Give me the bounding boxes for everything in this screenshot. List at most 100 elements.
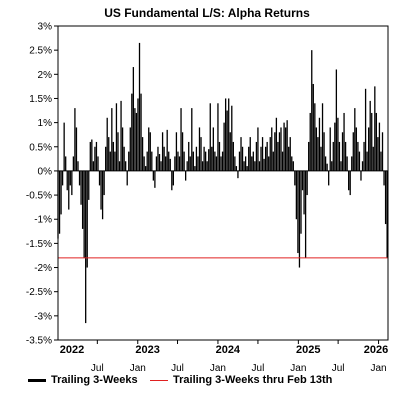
bar — [340, 161, 342, 171]
bar — [360, 170, 362, 181]
bar — [318, 117, 321, 171]
bar — [384, 170, 387, 225]
bar — [380, 151, 382, 171]
bar — [229, 132, 231, 171]
bar — [163, 146, 165, 171]
bar — [224, 98, 227, 171]
bar — [98, 170, 101, 186]
bar — [286, 120, 288, 171]
bar — [246, 166, 248, 171]
bar — [132, 67, 135, 171]
bar — [146, 151, 148, 171]
bar — [206, 161, 208, 171]
bar — [331, 161, 333, 171]
x-tick-label: Jul — [91, 363, 104, 374]
bar — [337, 117, 339, 171]
bar — [372, 146, 374, 171]
bar — [128, 151, 130, 171]
y-tick-label: 1% — [38, 118, 53, 129]
bar — [375, 112, 378, 171]
bar — [75, 127, 78, 171]
bar — [263, 158, 265, 171]
bar — [78, 170, 81, 186]
bar — [83, 170, 85, 258]
bar — [192, 151, 194, 171]
bar — [141, 137, 144, 171]
legend-item-trailing-3-weeks: Trailing 3-Weeks — [28, 374, 138, 386]
bar — [60, 170, 62, 215]
bar — [355, 127, 358, 171]
bar — [301, 170, 304, 191]
axes — [54, 25, 389, 344]
bar — [315, 127, 318, 171]
bar — [209, 103, 211, 171]
x-tick-label: Jul — [332, 363, 345, 374]
bar — [195, 146, 198, 171]
x-tick-label: Jul — [171, 363, 184, 374]
bar — [215, 156, 218, 171]
bar — [226, 110, 228, 171]
bar — [374, 86, 376, 171]
bar — [240, 137, 242, 171]
x-year-label: 2023 — [135, 344, 159, 356]
bar — [177, 151, 179, 171]
bar — [168, 151, 170, 171]
bar — [171, 170, 173, 191]
bar — [103, 170, 105, 196]
x-year-label: 2025 — [296, 344, 320, 356]
plot-frame — [57, 25, 389, 341]
x-tick-label: Jan — [130, 363, 146, 374]
x-year-label: 2026 — [364, 344, 388, 356]
bar — [317, 137, 319, 171]
bar — [311, 50, 313, 171]
bar — [274, 132, 276, 171]
bar — [369, 100, 371, 171]
bar — [238, 151, 241, 171]
bar — [258, 161, 261, 171]
bar — [125, 161, 127, 171]
bar — [105, 146, 107, 171]
bar — [135, 112, 138, 171]
bar — [251, 156, 253, 171]
bar — [328, 170, 330, 186]
bar — [131, 93, 133, 171]
bar — [304, 170, 307, 258]
bar — [97, 156, 99, 171]
bar — [112, 141, 115, 171]
bar — [186, 161, 188, 171]
bar — [338, 141, 341, 171]
bar — [126, 170, 128, 186]
bar — [89, 141, 91, 171]
bar — [352, 132, 354, 171]
bar — [123, 146, 125, 171]
bar — [332, 141, 334, 171]
bar — [312, 83, 314, 171]
bar — [268, 156, 270, 171]
bar — [120, 100, 122, 171]
bar — [77, 161, 79, 171]
bar — [72, 156, 75, 171]
y-tick-label: -3% — [34, 311, 52, 322]
bar — [241, 146, 244, 171]
bar — [160, 161, 162, 171]
bar — [244, 156, 247, 171]
bar — [148, 127, 150, 171]
bar — [94, 146, 96, 171]
y-tick-label: 2% — [38, 70, 53, 81]
bar — [188, 141, 190, 171]
bar — [364, 88, 367, 171]
bar — [234, 156, 236, 171]
bar — [255, 141, 258, 171]
y-tick-label: -1.5% — [26, 239, 52, 250]
bar — [185, 170, 187, 181]
bar — [231, 105, 233, 171]
bar — [291, 156, 293, 171]
bar — [386, 170, 388, 258]
bar — [223, 122, 225, 171]
bar — [235, 166, 238, 171]
bar — [129, 127, 131, 171]
bar — [212, 127, 214, 171]
bar — [65, 156, 67, 171]
bar — [280, 127, 282, 171]
bar — [117, 132, 119, 171]
